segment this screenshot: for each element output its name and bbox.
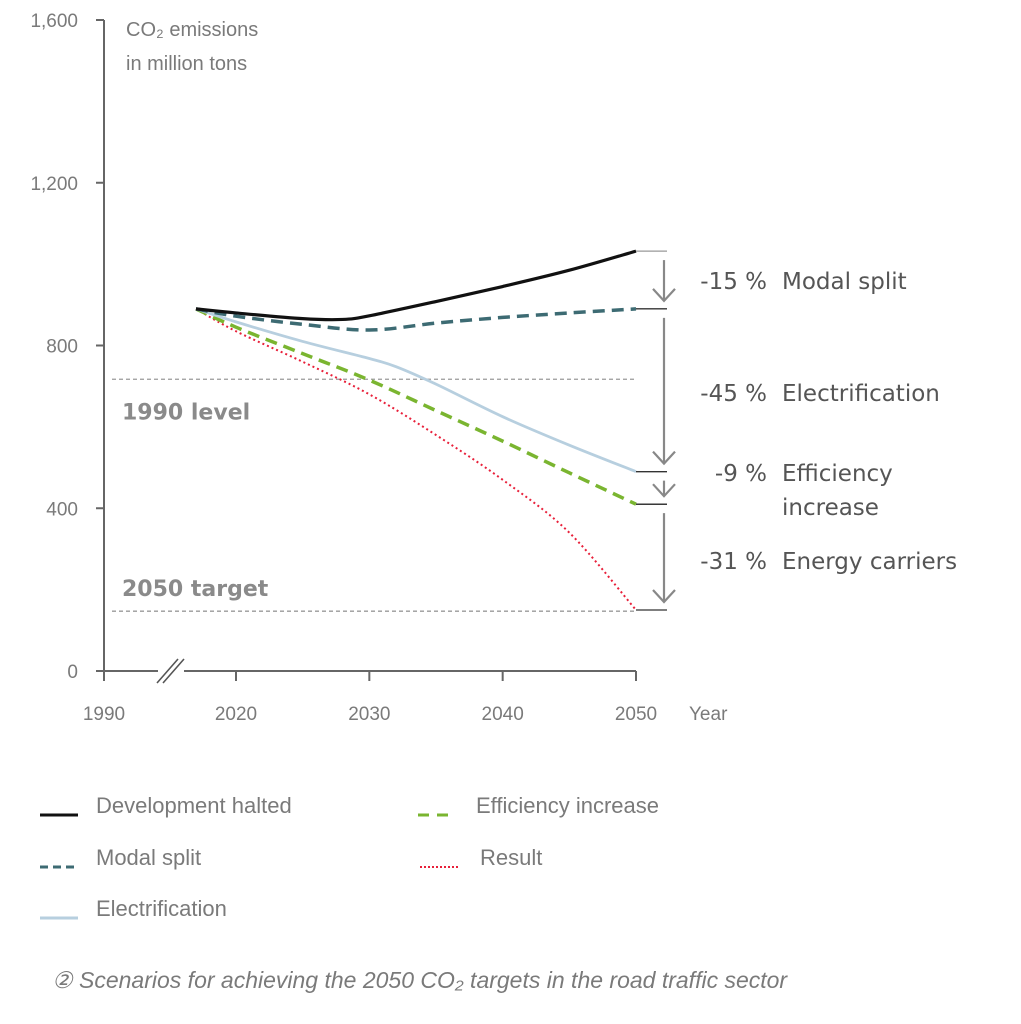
series-line-development-halted <box>195 249 637 322</box>
series-line-efficiency-increase <box>195 307 637 506</box>
annotation-percent: -31 % <box>700 549 767 575</box>
legend-label: Development halted <box>96 793 292 818</box>
series-lines <box>195 249 637 611</box>
series-line-modal-split <box>195 307 637 332</box>
legend-label: Modal split <box>96 845 201 870</box>
x-tick-label: 2030 <box>348 704 390 725</box>
caption: ② Scenarios for achieving the 2050 CO₂ t… <box>52 967 788 993</box>
x-tick-label: 2040 <box>482 704 524 725</box>
axis-break-mark <box>162 658 185 684</box>
arrow-head-icon <box>652 288 676 303</box>
y-tick-label: 0 <box>67 662 78 683</box>
x-tick-label: 1990 <box>83 704 125 725</box>
y-axis-label: CO₂ emissions <box>126 19 258 41</box>
annotation-label: Efficiency <box>782 461 893 487</box>
reference-lines: 1990 level 2050 target <box>112 378 636 612</box>
reference-line-label: 1990 level <box>122 400 250 425</box>
annotation-percent: -45 % <box>700 381 767 407</box>
axis-break-mark <box>156 658 179 684</box>
reference-line-label: 2050 target <box>122 577 269 602</box>
legend: Development halted Efficiency increase Mod… <box>40 793 659 921</box>
y-tick-label: 1,200 <box>30 174 78 195</box>
y-tick-label: 400 <box>46 499 78 520</box>
annotation-percent: -9 % <box>715 461 767 487</box>
arrow-head-icon <box>652 450 676 466</box>
x-tick-label: 2050 <box>615 704 657 725</box>
arrow-head-icon <box>652 589 676 604</box>
series-line-electrification <box>195 307 637 473</box>
legend-label: Electrification <box>96 896 227 921</box>
annotation-label: Modal split <box>782 269 907 295</box>
x-tick-label: 2020 <box>215 704 257 725</box>
annotation-label: increase <box>782 495 879 521</box>
reduction-annotations: -15 % Modal split -45 % Electrification -9 %… <box>636 250 957 611</box>
annotation-label: Energy carriers <box>782 549 957 575</box>
y-tick-label: 800 <box>46 337 78 358</box>
arrow-head-icon <box>652 483 676 498</box>
x-axis-label: Year <box>689 704 728 725</box>
legend-label: Efficiency increase <box>476 793 659 818</box>
axes: 0 400 800 1,200 1,600 CO₂ emissions in million… <box>30 11 728 725</box>
annotation-percent: -15 % <box>700 269 767 295</box>
axis-break-gap <box>158 668 184 674</box>
y-axis-label: in million tons <box>126 53 247 75</box>
series-line-result <box>195 308 637 611</box>
y-tick-label: 1,600 <box>30 11 78 32</box>
legend-label: Result <box>480 845 542 870</box>
annotation-label: Electrification <box>782 381 940 407</box>
